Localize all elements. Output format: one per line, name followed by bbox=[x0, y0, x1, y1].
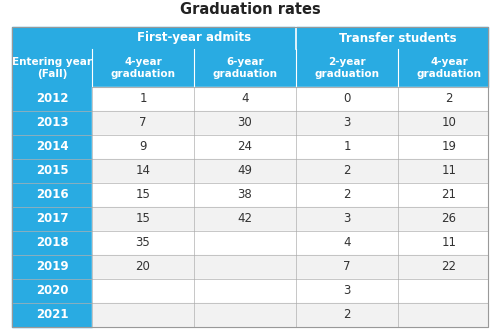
Text: 22: 22 bbox=[442, 261, 456, 274]
Bar bbox=[12, 303, 92, 327]
Text: 2016: 2016 bbox=[36, 189, 68, 202]
Text: 2013: 2013 bbox=[36, 117, 68, 129]
Bar bbox=[12, 231, 92, 255]
Text: 15: 15 bbox=[136, 189, 150, 202]
Text: 14: 14 bbox=[136, 164, 150, 178]
Text: 7: 7 bbox=[343, 261, 351, 274]
Text: 24: 24 bbox=[238, 140, 252, 153]
Text: 2: 2 bbox=[446, 93, 453, 106]
Text: 4-year
graduation: 4-year graduation bbox=[110, 57, 176, 79]
Bar bbox=[12, 159, 92, 183]
Text: 38: 38 bbox=[238, 189, 252, 202]
Text: 0: 0 bbox=[344, 93, 350, 106]
Text: 2-year
graduation: 2-year graduation bbox=[314, 57, 380, 79]
Bar bbox=[92, 303, 488, 327]
Bar bbox=[12, 111, 92, 135]
Text: 11: 11 bbox=[442, 164, 456, 178]
Bar bbox=[92, 111, 488, 135]
Text: 2: 2 bbox=[343, 308, 351, 321]
Text: 3: 3 bbox=[344, 117, 350, 129]
Text: 2015: 2015 bbox=[36, 164, 68, 178]
Bar bbox=[92, 87, 488, 111]
Text: 11: 11 bbox=[442, 236, 456, 250]
Text: Transfer students: Transfer students bbox=[339, 32, 457, 44]
Text: 9: 9 bbox=[139, 140, 147, 153]
Text: 7: 7 bbox=[139, 117, 147, 129]
Text: 21: 21 bbox=[442, 189, 456, 202]
Bar bbox=[92, 183, 488, 207]
Text: 15: 15 bbox=[136, 212, 150, 225]
Bar bbox=[12, 135, 92, 159]
Bar bbox=[12, 255, 92, 279]
Text: 2014: 2014 bbox=[36, 140, 68, 153]
Bar bbox=[12, 279, 92, 303]
Text: 3: 3 bbox=[344, 212, 350, 225]
Bar bbox=[92, 159, 488, 183]
Text: 26: 26 bbox=[442, 212, 456, 225]
Text: 42: 42 bbox=[238, 212, 252, 225]
Text: 2: 2 bbox=[343, 189, 351, 202]
Bar bbox=[12, 27, 488, 49]
Text: 2021: 2021 bbox=[36, 308, 68, 321]
Text: 2017: 2017 bbox=[36, 212, 68, 225]
Text: 30: 30 bbox=[238, 117, 252, 129]
Text: 1: 1 bbox=[343, 140, 351, 153]
Bar bbox=[92, 231, 488, 255]
Text: 1: 1 bbox=[139, 93, 147, 106]
Bar bbox=[12, 87, 92, 111]
Text: 19: 19 bbox=[442, 140, 456, 153]
Text: 2020: 2020 bbox=[36, 285, 68, 297]
Text: 2012: 2012 bbox=[36, 93, 68, 106]
Text: 2019: 2019 bbox=[36, 261, 68, 274]
Text: 3: 3 bbox=[344, 285, 350, 297]
Text: 4-year
graduation: 4-year graduation bbox=[416, 57, 482, 79]
Bar bbox=[92, 135, 488, 159]
Text: 49: 49 bbox=[238, 164, 252, 178]
Text: 2: 2 bbox=[343, 164, 351, 178]
Text: 2018: 2018 bbox=[36, 236, 68, 250]
Text: 6-year
graduation: 6-year graduation bbox=[212, 57, 278, 79]
Text: 35: 35 bbox=[136, 236, 150, 250]
Text: 10: 10 bbox=[442, 117, 456, 129]
Text: 20: 20 bbox=[136, 261, 150, 274]
Text: Graduation rates: Graduation rates bbox=[180, 2, 320, 17]
Bar bbox=[92, 279, 488, 303]
Bar bbox=[92, 207, 488, 231]
Bar bbox=[92, 255, 488, 279]
Text: 4: 4 bbox=[241, 93, 249, 106]
Bar bbox=[12, 183, 92, 207]
Bar bbox=[12, 49, 488, 87]
Text: First-year admits: First-year admits bbox=[137, 32, 251, 44]
Text: Entering year
(Fall): Entering year (Fall) bbox=[12, 57, 92, 79]
Bar bbox=[12, 207, 92, 231]
Text: 4: 4 bbox=[343, 236, 351, 250]
